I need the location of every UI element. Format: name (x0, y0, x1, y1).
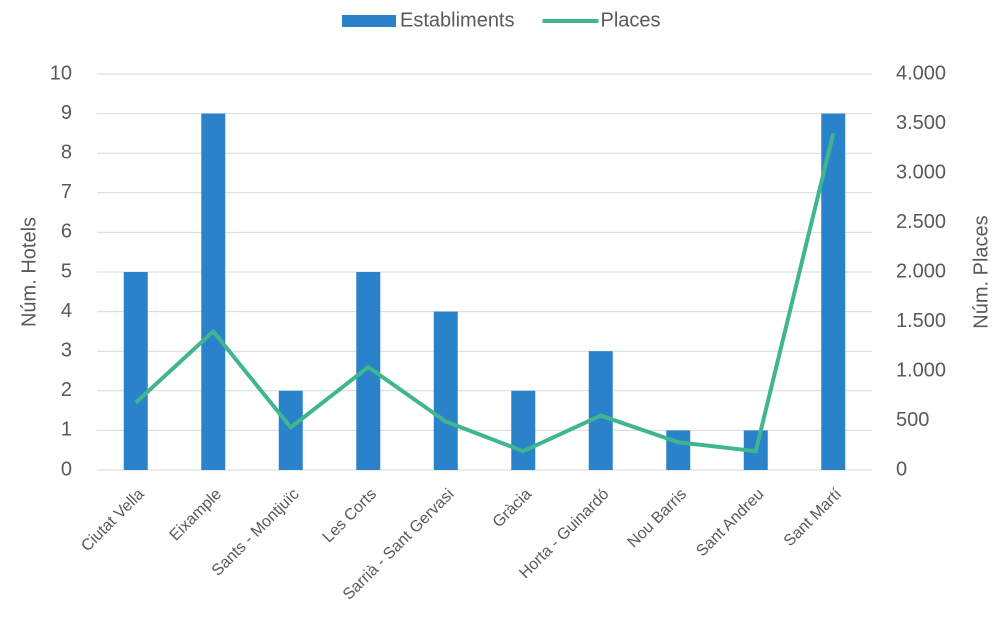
bar (666, 430, 691, 470)
y2-tick-label: 500 (896, 409, 929, 431)
x-tick-label: Les Corts (320, 486, 380, 546)
x-tick-label: Ciutat Vella (78, 486, 147, 555)
x-tick-label: Nou Barris (625, 486, 690, 551)
y2-tick-label: 2.500 (896, 211, 946, 233)
bar (123, 272, 148, 470)
legend-label: Places (601, 9, 661, 31)
x-tick-label: Sant Martí (781, 485, 846, 550)
y2-tick-label: 0 (896, 458, 907, 480)
bar (201, 113, 226, 470)
bar (278, 390, 303, 470)
y2-tick-label: 4.000 (896, 62, 946, 84)
legend-label: Establiments (400, 9, 515, 31)
line (134, 132, 836, 454)
bar (511, 390, 536, 470)
y-tick-label: 8 (61, 141, 72, 163)
y-tick-label: 0 (61, 458, 72, 480)
y2-tick-label: 1.000 (896, 359, 946, 381)
y-tick-label: 7 (61, 181, 72, 203)
x-tick-label: Sant Andreu (693, 486, 767, 560)
y-tick-label: 3 (61, 339, 72, 361)
y2-tick-label: 3.500 (896, 112, 946, 134)
y2-axis-title: Núm. Places (970, 215, 992, 328)
y-axis-title: Núm. Hotels (18, 217, 40, 327)
y2-tick-label: 3.000 (896, 161, 946, 183)
y-tick-label: 6 (61, 221, 72, 243)
y-tick-label: 1 (61, 419, 72, 441)
y-tick-label: 4 (61, 300, 72, 322)
y-tick-label: 10 (50, 62, 72, 84)
bar (588, 351, 613, 470)
bar (433, 311, 458, 470)
x-tick-label: Gràcia (490, 486, 535, 531)
y-tick-label: 5 (61, 260, 72, 282)
y2-tick-label: 2.000 (896, 260, 946, 282)
y-tick-label: 2 (61, 379, 72, 401)
x-tick-label: Eixample (167, 486, 226, 545)
y2-tick-label: 1.500 (896, 310, 946, 332)
legend-swatch (342, 15, 396, 27)
y-tick-label: 9 (61, 102, 72, 124)
